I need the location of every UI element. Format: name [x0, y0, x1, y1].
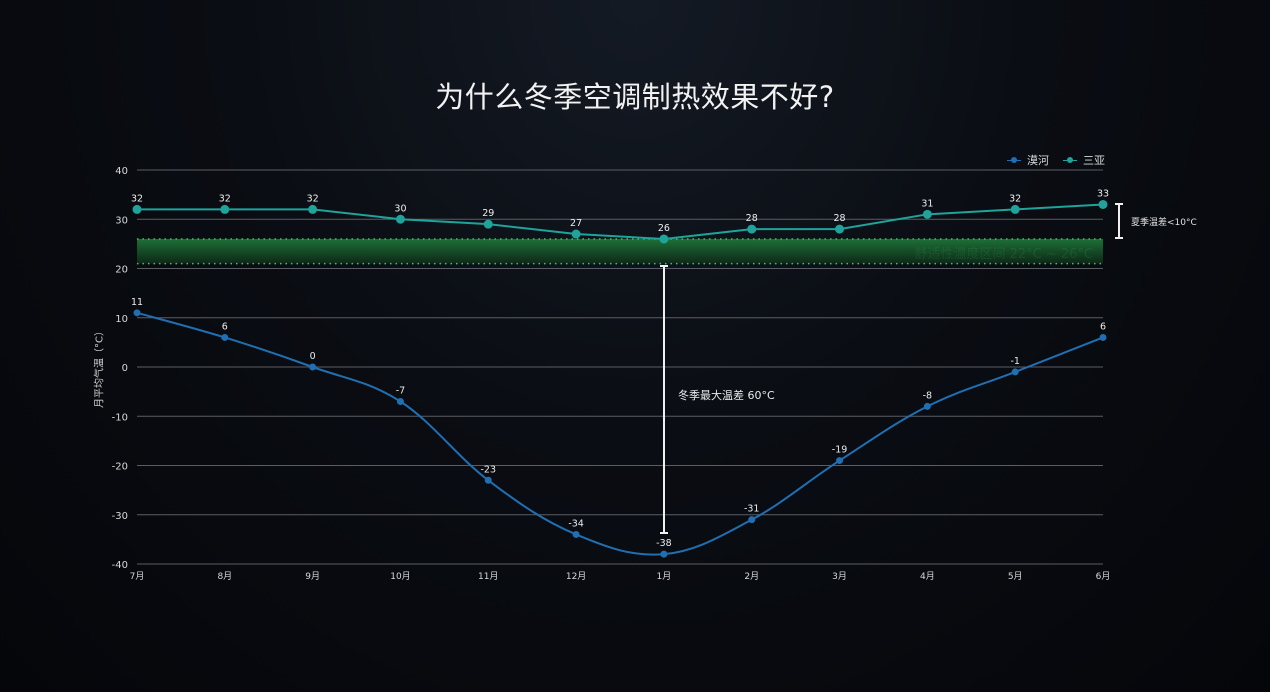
- x-tick-label: 1月: [657, 571, 672, 582]
- y-tick-label: -30: [112, 511, 128, 522]
- x-tick-label: 6月: [1096, 571, 1111, 582]
- x-tick-label: 11月: [478, 571, 498, 582]
- page-title: 为什么冬季空调制热效果不好?: [435, 80, 835, 114]
- data-point[interactable]: [396, 397, 404, 405]
- data-point[interactable]: [395, 214, 405, 224]
- data-point[interactable]: [484, 476, 492, 484]
- y-tick-label: 30: [115, 215, 128, 226]
- data-label: -7: [396, 385, 405, 396]
- data-label: 27: [570, 218, 582, 229]
- data-point[interactable]: [132, 204, 142, 214]
- data-point[interactable]: [1098, 199, 1108, 209]
- data-label: 32: [219, 193, 231, 204]
- data-point[interactable]: [747, 224, 757, 234]
- x-axis-ticks: 7月 8月 9月 10月 11月 12月 1月 2月 3月 4月 5月 6月: [130, 571, 1111, 582]
- data-label: 6: [222, 321, 228, 332]
- data-point[interactable]: [923, 402, 931, 410]
- data-point[interactable]: [483, 219, 493, 229]
- y-tick-label: 20: [115, 265, 128, 276]
- line-marker-icon: [1063, 156, 1077, 164]
- data-label: 6: [1100, 321, 1106, 332]
- data-point[interactable]: [836, 457, 844, 465]
- data-label: 11: [131, 297, 143, 308]
- data-label: 31: [921, 198, 933, 209]
- x-tick-label: 10月: [390, 571, 410, 582]
- comfort-band: [137, 238, 1103, 265]
- data-point[interactable]: [922, 209, 932, 219]
- data-label: -8: [923, 390, 932, 401]
- x-tick-label: 3月: [832, 571, 847, 582]
- x-tick-label: 9月: [305, 571, 320, 582]
- legend-item-sanya[interactable]: 三亚: [1063, 152, 1105, 168]
- data-label: 32: [131, 193, 143, 204]
- y-tick-label: -10: [112, 412, 128, 423]
- series-lines: 11 6 0 -7 -23 -34 -38 -31 -19 -8 -1 6 32 32 32 30 29 27 26…: [131, 188, 1109, 558]
- data-point[interactable]: [1099, 333, 1107, 341]
- data-label: 30: [394, 203, 406, 214]
- data-point[interactable]: [221, 333, 229, 341]
- data-point[interactable]: [1010, 204, 1020, 214]
- data-point[interactable]: [1011, 368, 1019, 376]
- diff-brackets: [660, 203, 1123, 534]
- legend-label: 三亚: [1083, 154, 1105, 167]
- data-point[interactable]: [660, 550, 668, 558]
- winter-diff-note: 冬季最大温差 60°C: [678, 389, 775, 402]
- data-label: -31: [744, 504, 760, 515]
- y-tick-label: 40: [115, 166, 128, 177]
- data-label: -23: [481, 464, 497, 475]
- grid-lines: [137, 169, 1103, 565]
- data-point[interactable]: [572, 530, 580, 538]
- comfort-zone-band: [137, 238, 1103, 264]
- data-point[interactable]: [659, 234, 669, 244]
- data-label: -34: [568, 518, 584, 529]
- y-tick-label: 0: [122, 363, 128, 374]
- data-point[interactable]: [309, 363, 317, 371]
- data-label: 26: [658, 223, 670, 234]
- data-point[interactable]: [748, 516, 756, 524]
- data-point[interactable]: [220, 204, 230, 214]
- x-tick-label: 4月: [920, 571, 935, 582]
- data-label: -38: [656, 538, 672, 549]
- x-tick-label: 12月: [566, 571, 586, 582]
- chart-legend: 漠河 三亚: [1007, 152, 1105, 168]
- x-tick-label: 7月: [130, 571, 145, 582]
- y-axis-ticks: 40 30 20 10 0 -10 -20 -30 -40: [112, 166, 128, 571]
- summer-diff-note: 夏季温差<10°C: [1131, 218, 1197, 228]
- data-label: 32: [1009, 193, 1021, 204]
- series-line-漠河: [136, 311, 1104, 556]
- y-tick-label: -20: [112, 462, 128, 473]
- x-tick-label: 8月: [217, 571, 232, 582]
- legend-item-mohe[interactable]: 漠河: [1007, 152, 1049, 168]
- data-point[interactable]: [835, 224, 845, 234]
- y-tick-label: 10: [115, 314, 128, 325]
- data-label: -19: [832, 445, 848, 456]
- data-point[interactable]: [571, 229, 581, 239]
- data-label: 32: [307, 193, 319, 204]
- data-label: 33: [1097, 188, 1109, 199]
- data-label: 0: [310, 351, 316, 362]
- data-point[interactable]: [308, 204, 318, 214]
- x-tick-label: 5月: [1008, 571, 1023, 582]
- data-label: 28: [746, 213, 758, 224]
- line-marker-icon: [1007, 156, 1021, 164]
- data-label: -1: [1010, 356, 1019, 367]
- legend-label: 漠河: [1027, 154, 1049, 167]
- data-point[interactable]: [133, 309, 141, 317]
- data-label: 28: [833, 213, 845, 224]
- y-tick-label: -40: [112, 560, 128, 571]
- x-tick-label: 2月: [744, 571, 759, 582]
- data-label: 29: [482, 208, 494, 219]
- series-line-三亚: [137, 203, 1104, 240]
